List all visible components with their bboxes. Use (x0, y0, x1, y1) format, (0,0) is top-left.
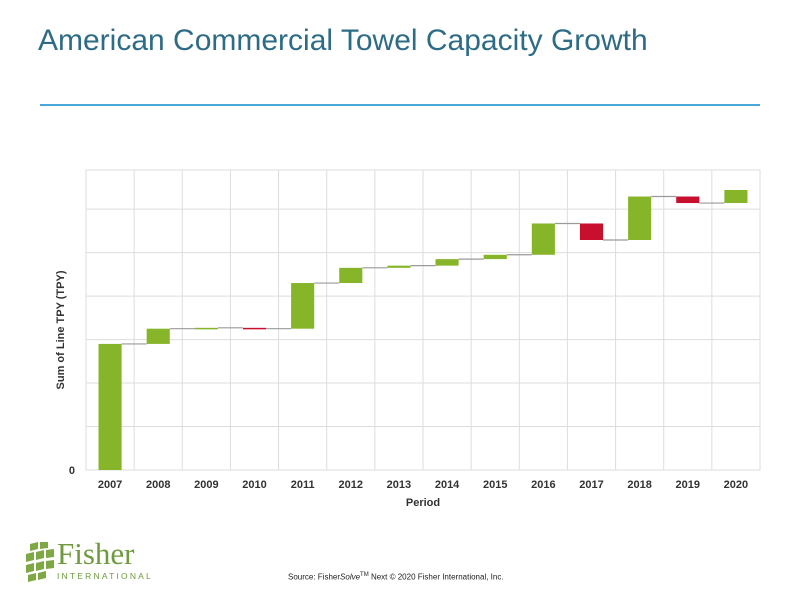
x-tick-label: 2010 (242, 479, 266, 491)
source-note: Source: FisherSolveTM Next © 2020 Fisher… (288, 572, 504, 582)
x-tick-label: 2011 (291, 479, 315, 491)
x-tick-label: 2017 (579, 479, 603, 491)
x-tick-label: 2012 (339, 479, 363, 491)
x-axis-label: Period (406, 497, 440, 509)
logo-wordmark: Fisher (57, 536, 135, 571)
waterfall-bar (676, 196, 700, 204)
y-axis-label: Sum of Line TPY (TPY) (55, 270, 67, 389)
y-tick-label: 0 (69, 465, 75, 477)
source-suffix: Next © 2020 Fisher International, Inc. (368, 572, 504, 582)
source-prefix: Source: Fisher (288, 572, 341, 582)
waterfall-bar (387, 265, 411, 268)
waterfall-bar (146, 328, 170, 344)
waterfall-bar (435, 259, 459, 266)
waterfall-bar (579, 223, 604, 240)
x-tick-label: 2020 (724, 479, 748, 491)
fisher-logo-icon (26, 542, 54, 582)
waterfall-bar (242, 327, 267, 330)
waterfall-bar (724, 190, 748, 204)
x-tick-label: 2014 (435, 479, 460, 491)
page-title: American Commercial Towel Capacity Growt… (38, 24, 648, 57)
waterfall-bar (628, 196, 652, 240)
x-tick-label: 2016 (531, 479, 555, 491)
x-tick-label: 2009 (194, 479, 218, 491)
x-tick-label: 2007 (98, 479, 122, 491)
waterfall-bar (194, 327, 218, 330)
waterfall-bar (339, 267, 363, 284)
x-tick-label: 2013 (387, 479, 411, 491)
waterfall-bar (483, 254, 507, 260)
waterfall-bar (531, 223, 555, 255)
waterfall-bar (98, 343, 122, 470)
logo-subtitle: INTERNATIONAL (57, 571, 153, 581)
waterfall-bar (291, 283, 315, 329)
x-tick-label: 2015 (483, 479, 507, 491)
title-rule (40, 104, 760, 106)
x-tick-label: 2008 (146, 479, 170, 491)
fisher-logo: Fisher INTERNATIONAL (26, 536, 156, 585)
source-product-italic: Solve (340, 572, 361, 582)
x-tick-label: 2019 (676, 479, 700, 491)
source-trademark: TM (360, 572, 369, 578)
x-tick-label: 2018 (627, 479, 651, 491)
